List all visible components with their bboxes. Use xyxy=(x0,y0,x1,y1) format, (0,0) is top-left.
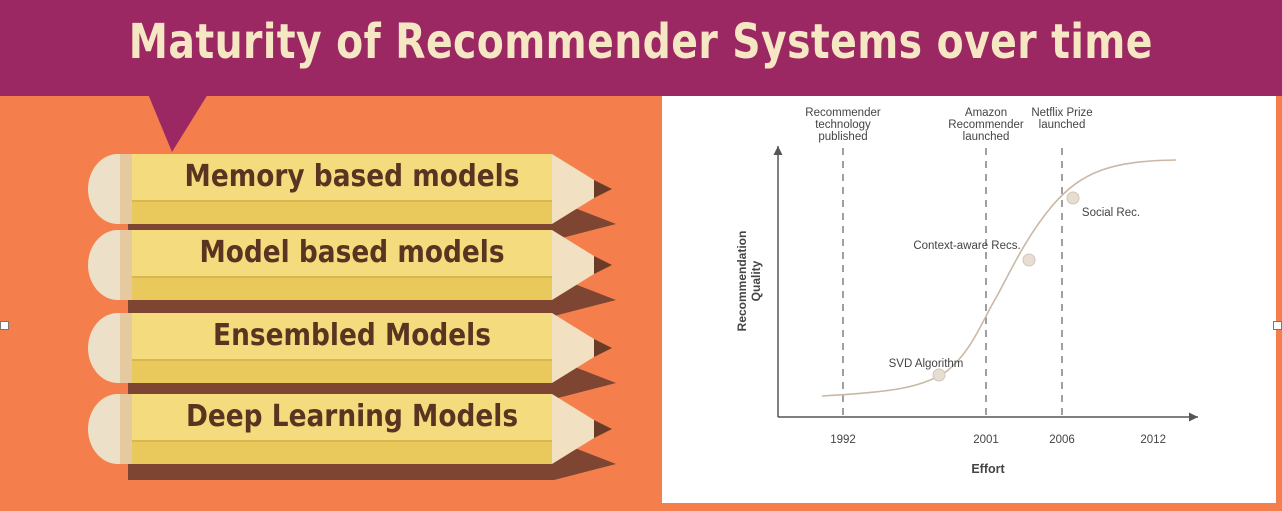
pencil-2: Model based models xyxy=(88,230,618,316)
pencil-3: Ensembled Models xyxy=(88,313,618,399)
pencil-label: Ensembled Models xyxy=(213,318,491,353)
pencil-shape xyxy=(88,313,616,399)
milestone-label: Recommender xyxy=(805,107,881,119)
milestone-label: Recommender xyxy=(948,119,1024,131)
pencil-label: Memory based models xyxy=(184,159,520,194)
y-axis-label: RecommendationQuality xyxy=(735,231,763,332)
chart-canvas: RecommendertechnologypublishedAmazonReco… xyxy=(735,107,1198,476)
maturity-chart: Recommender technology published Amazon Reco… xyxy=(662,96,1276,503)
milestone-label: technology xyxy=(815,119,871,131)
x-tick-label: 2012 xyxy=(1140,434,1166,446)
pencil-label: Model based models xyxy=(199,235,505,270)
annotation-label: SVD Algorithm xyxy=(889,358,964,370)
x-tick-label: 1992 xyxy=(830,434,856,446)
milestone-label: launched xyxy=(1039,119,1086,131)
title-banner: Maturity of Recommender Systems over tim… xyxy=(0,0,1282,96)
milestone-label: launched xyxy=(963,131,1010,143)
x-tick-label: 2006 xyxy=(1049,434,1075,446)
milestone-label: Netflix Prize xyxy=(1031,107,1092,119)
right-resize-handle[interactable] xyxy=(1273,321,1282,330)
x-tick-label: 2001 xyxy=(973,434,999,446)
annotation-label: Context-aware Recs. xyxy=(913,240,1020,252)
annotation-label: Social Rec. xyxy=(1082,207,1140,219)
y-axis-label-line: Recommendation xyxy=(735,231,749,332)
y-axis-label-line: Quality xyxy=(749,260,763,301)
pencil-1: Memory based models xyxy=(88,154,618,240)
speech-tail xyxy=(148,94,208,152)
left-resize-handle[interactable] xyxy=(0,321,9,330)
pencil-shape xyxy=(88,394,616,480)
milestone-label: published xyxy=(818,131,867,143)
maturity-curve xyxy=(821,159,1177,397)
pencil-4: Deep Learning Models xyxy=(88,394,618,480)
pencil-label: Deep Learning Models xyxy=(185,399,519,434)
annotation-point xyxy=(932,368,946,382)
x-axis-label: Effort xyxy=(971,462,1005,476)
annotation-point xyxy=(1066,191,1080,205)
milestone-label: Amazon xyxy=(965,107,1007,119)
annotation-point xyxy=(1022,253,1036,267)
page-title: Maturity of Recommender Systems over tim… xyxy=(128,14,1153,70)
pencil-shape xyxy=(88,230,616,316)
